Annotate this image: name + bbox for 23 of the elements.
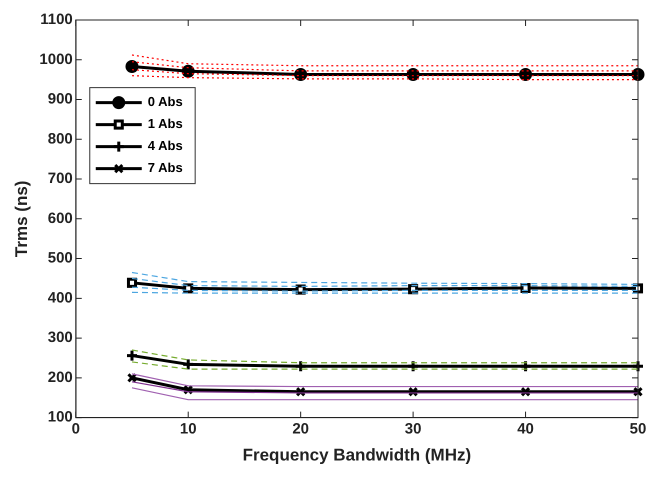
y-tick-label: 100 bbox=[48, 408, 73, 426]
x-axis-title: Frequency Bandwidth (MHz) bbox=[242, 445, 472, 464]
x-tick-label: 20 bbox=[292, 420, 310, 438]
y-tick-label: 300 bbox=[48, 329, 73, 346]
y-axis-title: Trms (ns) bbox=[12, 180, 31, 258]
x-tick-label: 40 bbox=[517, 420, 534, 438]
legend-label: 1 Abs bbox=[148, 116, 183, 132]
y-tick-label: 600 bbox=[48, 210, 73, 227]
legend-label: 4 Abs bbox=[148, 138, 183, 154]
y-tick-label: 1000 bbox=[39, 50, 73, 68]
legend-label: 7 Abs bbox=[148, 160, 183, 176]
x-tick-label: 30 bbox=[404, 420, 422, 438]
y-tick-label: 1100 bbox=[40, 11, 73, 28]
y-tick-label: 400 bbox=[48, 289, 73, 306]
x-tick-label: 50 bbox=[630, 420, 646, 438]
y-tick-label: 500 bbox=[48, 250, 73, 267]
x-tick-label: 0 bbox=[72, 420, 80, 438]
y-tick-label: 900 bbox=[48, 90, 73, 108]
y-tick-label: 200 bbox=[48, 368, 73, 386]
y-tick-label: 800 bbox=[48, 130, 73, 148]
x-tick-label: 10 bbox=[180, 420, 197, 438]
y-tick-label: 700 bbox=[48, 170, 73, 188]
legend-label: 0 Abs bbox=[148, 94, 183, 110]
